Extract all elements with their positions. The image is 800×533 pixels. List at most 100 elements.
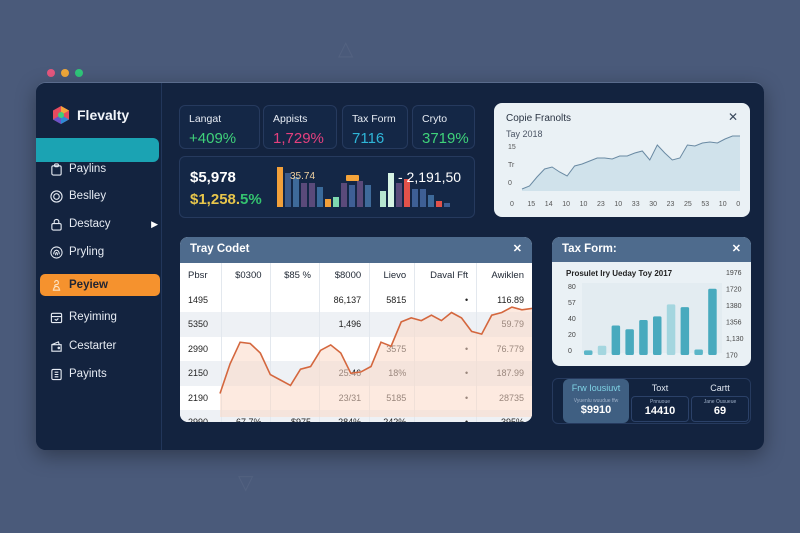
sidebar-item-label: Pryling [69, 246, 105, 258]
document-icon [51, 368, 62, 380]
kpi-label: Appists [273, 113, 308, 125]
svg-text:15: 15 [508, 144, 516, 151]
mini-bar [317, 187, 323, 207]
svg-text:10: 10 [562, 201, 570, 208]
mini-bar [285, 173, 291, 207]
sidebar-item-label: Paylins [69, 163, 107, 175]
sidebar-item-pryling[interactable]: Pryling [50, 241, 158, 263]
kpi-card-appists[interactable]: Appists 1,729% [263, 105, 337, 149]
table-cell: $975 [270, 410, 321, 422]
mini-bar-chart-left [277, 167, 371, 207]
chart-subtitle: Prosulet Iry Ueday Toy 2017 [566, 269, 673, 278]
primary-amount: $5,978 [190, 169, 236, 186]
table-cell: 76.779 [476, 336, 532, 361]
mini-bar [396, 183, 402, 207]
table-row[interactable]: 5350 1,496 59.79 [180, 312, 532, 337]
sidebar-item-label: Cestarter [69, 340, 117, 352]
brand: Flevalty [51, 105, 129, 125]
column-header[interactable]: Lievo [369, 263, 416, 288]
svg-text:1720: 1720 [726, 287, 742, 294]
sidebar-item-cestarter[interactable]: Cestarter [50, 335, 158, 357]
table-row[interactable]: 299067.7%$975284%242%•395% [180, 410, 532, 422]
table-cell: 187.99 [476, 361, 532, 386]
summary-tab-1[interactable]: Frw Iousiuvt Vyuenlu wuudue ffw $9910 [563, 379, 629, 423]
mini-bar [436, 201, 442, 207]
panel-title: Tray Codet [190, 243, 250, 255]
column-header[interactable]: Awiklen [476, 263, 532, 288]
column-header[interactable]: Daval Fft [414, 263, 478, 288]
kpi-card-tax-form[interactable]: Tax Form 7116 [342, 105, 408, 149]
sidebar-item-destacy[interactable]: Destacy ▶ [50, 213, 158, 235]
chevron-right-icon[interactable]: ▶ [151, 218, 158, 229]
mini-bar [428, 195, 434, 207]
minimize-dot[interactable] [61, 69, 69, 77]
svg-text:170: 170 [726, 353, 738, 360]
svg-text:0: 0 [510, 201, 514, 208]
summary-tab-box: Jane Ousueue 69 [691, 396, 749, 422]
table-cell [221, 385, 271, 410]
close-icon[interactable]: ✕ [512, 243, 522, 255]
bar-chart-panel: Tax Form: ✕ Prosulet Iry Ueday Toy 2017 … [552, 237, 751, 366]
sidebar-item-payints[interactable]: Payints [50, 363, 158, 385]
mini-bar [404, 179, 410, 207]
sidebar-item-label: Destacy [69, 218, 111, 230]
table-cell [221, 361, 271, 386]
sidebar-item-paylins[interactable]: Paylins [50, 158, 158, 180]
svg-text:Tr: Tr [508, 162, 515, 169]
table-cell [414, 312, 478, 337]
sidebar-item-beslley[interactable]: Beslley [50, 185, 158, 207]
secondary-amount: $1,258.5% [190, 191, 262, 208]
summary-tab-2[interactable]: Toxt Pnnuoue 14410 [629, 379, 691, 423]
table-cell: 2150 [180, 361, 222, 386]
table-row[interactable]: 2990 3575 • 76.779 [180, 336, 532, 361]
mini-bar [357, 181, 363, 207]
column-header[interactable]: $0300 [221, 263, 271, 288]
svg-text:30: 30 [649, 201, 657, 208]
table-row[interactable]: 2150 25.46 18% • 187.99 [180, 361, 532, 386]
table-cell: 1495 [180, 287, 222, 312]
panel-header: Tray Codet ✕ [180, 237, 532, 263]
column-header[interactable]: $8000 [319, 263, 371, 288]
mini-bar [412, 189, 418, 207]
close-dot[interactable] [47, 69, 55, 77]
svg-text:10: 10 [580, 201, 588, 208]
mini-bar [277, 167, 283, 207]
column-header[interactable]: $85 % [270, 263, 321, 288]
table-cell: 242% [369, 410, 416, 422]
table-cell: 2990 [180, 410, 222, 422]
table-cell: 2190 [180, 385, 222, 410]
panel-title: Copie Franolts [506, 113, 572, 124]
svg-text:1356: 1356 [726, 320, 742, 327]
sidebar-item-peyiew[interactable]: Peyiew [40, 274, 160, 296]
kpi-value: 7116 [352, 130, 385, 147]
kpi-card-langat[interactable]: Langat +409% [179, 105, 260, 149]
kpi-card-cryto[interactable]: Cryto 3719% [412, 105, 475, 149]
summary-tab-sub: Jane Ousueue [703, 399, 737, 405]
lock-icon [51, 218, 62, 231]
close-icon[interactable]: ✕ [731, 243, 741, 255]
mini-bar [309, 183, 315, 207]
summary-stats-card: $5,978 $1,258.5% 35.74 - 2,191,50 [179, 156, 475, 218]
table-cell: 5350 [180, 312, 222, 337]
summary-tab-header: Cartt [710, 383, 730, 393]
mini-bar [293, 177, 299, 207]
close-icon[interactable]: ✕ [727, 110, 738, 124]
table-row[interactable]: 1495 86,137 5815 • 116.89 [180, 287, 532, 312]
sidebar-item-reyiming[interactable]: Reyiming [50, 306, 158, 328]
table-cell: 395% [476, 410, 532, 422]
kpi-label: Tax Form [352, 113, 396, 125]
svg-text:15: 15 [527, 201, 535, 208]
svg-text:10: 10 [719, 201, 727, 208]
column-header[interactable]: Pbsr [180, 263, 222, 288]
maximize-dot[interactable] [75, 69, 83, 77]
active-nav-indicator[interactable] [36, 138, 159, 162]
bar-chart-chip [346, 175, 359, 181]
app-window: Flevalty Paylins Beslley Destacy ▶ Pryli… [36, 82, 764, 450]
table-cell: 18% [369, 361, 416, 386]
table-row[interactable]: 2190 23/31 5185 • 28735 [180, 385, 532, 410]
summary-tab-3[interactable]: Cartt Jane Ousueue 69 [689, 379, 751, 423]
summary-tab-value: 14410 [644, 405, 676, 417]
kpi-value: +409% [189, 130, 237, 147]
table-cell [319, 336, 371, 361]
svg-text:0: 0 [508, 180, 512, 187]
